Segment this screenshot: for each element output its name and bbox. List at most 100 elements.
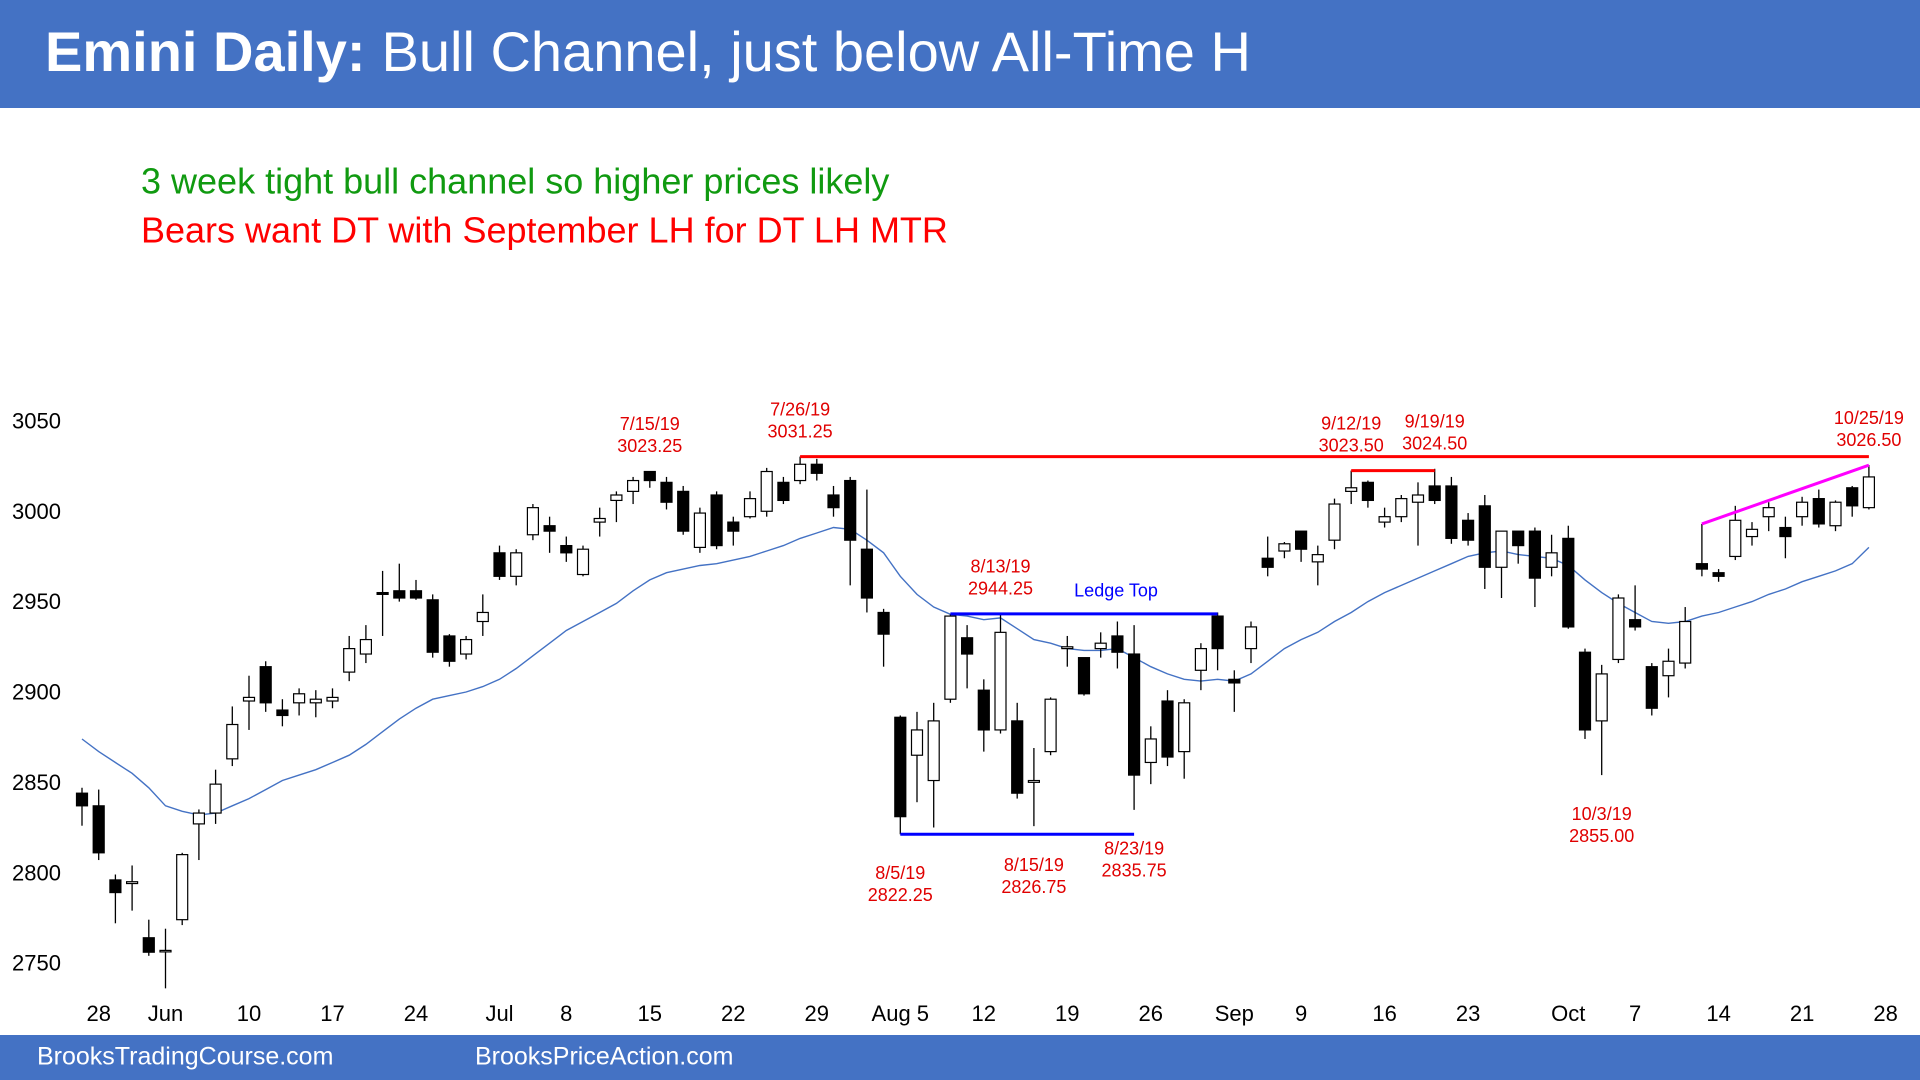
candle-body xyxy=(1311,554,1324,563)
chart-title: Emini Daily: Bull Channel, just below All… xyxy=(45,20,1251,83)
candle-body xyxy=(743,498,757,518)
x-tick-label: 28 xyxy=(1873,1001,1897,1026)
candle-body xyxy=(159,949,172,953)
candle-body xyxy=(242,696,256,702)
candle-body xyxy=(660,481,673,503)
x-tick-label: 22 xyxy=(721,1001,745,1026)
candle-body xyxy=(1795,501,1809,518)
candle-body xyxy=(977,689,990,731)
candle-body xyxy=(1445,485,1458,539)
x-tick-label: 17 xyxy=(320,1001,344,1026)
candle-body xyxy=(777,481,790,502)
candle-body xyxy=(109,879,122,894)
annotation-date: 7/15/19 xyxy=(620,414,680,434)
candle-body xyxy=(1027,779,1041,783)
candle-body xyxy=(1278,543,1291,552)
annotation-date: 9/12/19 xyxy=(1321,413,1381,433)
footer-bar xyxy=(0,1035,1920,1080)
y-tick-label: 2950 xyxy=(12,589,61,614)
candle-body xyxy=(426,599,439,653)
candle-body xyxy=(1628,619,1642,628)
candle-body xyxy=(192,812,205,825)
candle-body xyxy=(810,463,823,474)
candle-body xyxy=(376,591,389,595)
candle-body xyxy=(1495,530,1508,568)
candle-body xyxy=(1862,476,1876,509)
candle-body xyxy=(710,494,723,547)
candle-body xyxy=(1712,572,1725,577)
level-line xyxy=(1701,463,1870,526)
candle-body xyxy=(1395,498,1408,518)
candle-body xyxy=(1645,666,1658,709)
candle-body xyxy=(343,648,356,673)
candle-body xyxy=(1762,507,1775,518)
candle-body xyxy=(493,552,506,577)
candle-body xyxy=(1662,660,1675,677)
y-tick-label: 2850 xyxy=(12,770,61,795)
x-tick-label: 9 xyxy=(1295,1001,1307,1026)
candle-body xyxy=(1144,738,1157,764)
candle-body xyxy=(526,507,540,536)
candle-body xyxy=(593,517,606,523)
x-tick-label: 21 xyxy=(1790,1001,1814,1026)
x-tick-label: 29 xyxy=(805,1001,829,1026)
candle-body xyxy=(460,638,473,655)
candle-body xyxy=(443,635,456,662)
candle-body xyxy=(1545,552,1558,568)
candle-body xyxy=(860,548,874,599)
candle-body xyxy=(359,638,372,655)
candle-body xyxy=(1228,678,1241,684)
x-tick-label: Oct xyxy=(1551,1001,1585,1026)
candle-body xyxy=(1779,526,1792,538)
candle-body xyxy=(927,720,940,782)
candle-body xyxy=(626,479,640,492)
footer-link: BrooksPriceAction.com xyxy=(475,1043,733,1071)
x-tick-label: Jun xyxy=(148,1001,183,1026)
annotation-value: 2822.25 xyxy=(868,885,933,905)
candle-body xyxy=(142,937,155,953)
candle-body xyxy=(1111,635,1124,653)
annotation-date: 8/15/19 xyxy=(1004,855,1064,875)
candle-body xyxy=(1261,557,1274,568)
x-tick-label: 8 xyxy=(560,1001,572,1026)
candle-body xyxy=(960,637,974,655)
annotation-value: 3031.25 xyxy=(768,421,833,441)
candle-body xyxy=(276,709,289,717)
y-tick-label: 3000 xyxy=(12,499,61,524)
annotation-date: 10/25/19 xyxy=(1834,408,1904,428)
candle-body xyxy=(877,611,890,635)
candle-body xyxy=(1461,519,1475,541)
candle-body xyxy=(1729,519,1742,558)
candle-body xyxy=(309,698,322,704)
x-tick-label: 28 xyxy=(86,1001,110,1026)
candle-body xyxy=(226,723,239,760)
annotation-value: 2835.75 xyxy=(1102,861,1167,881)
x-tick-label: Aug 5 xyxy=(872,1001,930,1026)
candle-body xyxy=(610,494,623,502)
annotation-date: 9/19/19 xyxy=(1405,412,1465,432)
x-tick-label: 15 xyxy=(638,1001,662,1026)
candle-body xyxy=(1846,487,1859,507)
candle-body xyxy=(944,615,957,700)
candle-body xyxy=(1094,642,1107,650)
x-tick-label: 26 xyxy=(1139,1001,1163,1026)
x-tick-label: 19 xyxy=(1055,1001,1079,1026)
candle-body xyxy=(1428,485,1441,502)
candle-body xyxy=(727,521,740,532)
annotation-date: 8/5/19 xyxy=(875,863,925,883)
header-bar xyxy=(0,0,1920,108)
x-tick-label: Sep xyxy=(1215,1001,1254,1026)
candle-body xyxy=(1077,657,1091,695)
annotation-date: 7/26/19 xyxy=(770,399,830,419)
candle-body xyxy=(1011,720,1024,794)
candle-body xyxy=(476,611,489,623)
candle-body xyxy=(994,631,1007,731)
candle-body xyxy=(1127,653,1141,776)
annotation-value: 3026.50 xyxy=(1836,430,1901,450)
x-tick-label: 12 xyxy=(972,1001,996,1026)
annotation-value: 3023.50 xyxy=(1319,435,1384,455)
annotation-value: 2826.75 xyxy=(1001,877,1066,897)
candle-body xyxy=(92,805,105,854)
candle-body xyxy=(1512,530,1525,547)
